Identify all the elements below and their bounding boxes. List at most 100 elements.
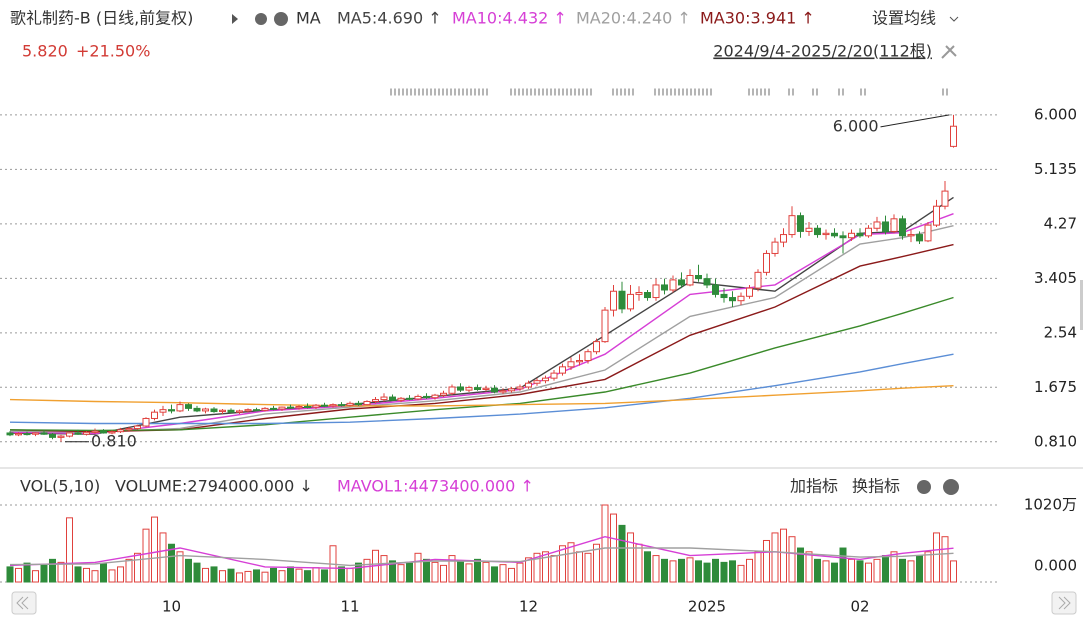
y-tick-label: 5.135	[1034, 160, 1077, 178]
volume-bar	[516, 562, 524, 583]
candle-body	[788, 215, 796, 236]
dropdown-icon[interactable]	[949, 16, 959, 22]
volume-bar	[406, 562, 413, 583]
candle-body	[839, 235, 847, 239]
candle-body	[695, 275, 702, 280]
y-tick-label: 3.405	[1034, 269, 1077, 287]
candle-body	[933, 205, 940, 226]
volume-bar	[6, 566, 14, 583]
candle-body	[627, 293, 634, 310]
volume-bar	[304, 570, 311, 583]
candle-body	[363, 400, 371, 406]
candle-body	[907, 234, 915, 237]
candle-body	[678, 279, 685, 286]
candle-body	[236, 410, 243, 413]
candle-body	[142, 417, 150, 427]
candle-body	[168, 409, 175, 412]
volume-bar	[737, 564, 745, 583]
volume-bar	[805, 551, 813, 583]
volume-bar	[652, 555, 660, 583]
switch-indicator-button[interactable]: 换指标	[852, 477, 900, 496]
settings-icon[interactable]	[917, 480, 931, 494]
candle-body	[924, 224, 932, 242]
volume-bar	[91, 570, 99, 583]
volume-label: VOLUME:2794000.000 ↓	[115, 477, 313, 496]
candle-body	[414, 395, 422, 400]
volume-bar	[661, 558, 668, 583]
close-icon[interactable]	[274, 12, 288, 26]
volume-bar	[423, 558, 430, 583]
volume-bar	[712, 558, 719, 583]
pin-icon[interactable]	[941, 45, 957, 59]
scroll-right[interactable]	[1051, 591, 1077, 615]
volume-bar	[550, 555, 558, 583]
volume-bar	[227, 568, 235, 583]
candle-body	[40, 432, 48, 435]
candle-body	[856, 232, 864, 237]
volume-bar	[559, 545, 566, 583]
volume-bar	[508, 567, 515, 583]
candle-body	[91, 430, 99, 433]
volume-bar	[440, 564, 447, 583]
volume-bar	[236, 572, 243, 583]
y-tick-label: 1.675	[1034, 378, 1077, 396]
candle-body	[686, 275, 694, 286]
volume-bar	[499, 564, 507, 583]
candle-body	[805, 227, 813, 232]
volume-bar	[601, 504, 609, 583]
candle-body	[720, 293, 728, 299]
candle-body	[397, 397, 405, 401]
y-tick-label: 0.000	[1034, 557, 1077, 575]
volume-bar	[678, 558, 685, 583]
candle-body	[474, 387, 481, 390]
close-icon[interactable]	[943, 479, 959, 495]
candle-body	[712, 284, 719, 295]
legend-entry: MA10:4.432 ↑	[452, 9, 567, 28]
settings-icon[interactable]	[255, 13, 267, 25]
expand-icon[interactable]	[232, 14, 238, 24]
y-tick-label: 4.27	[1044, 214, 1077, 232]
volume-bar	[746, 558, 753, 583]
candle-body	[601, 309, 609, 343]
y-tick-label: 2.54	[1044, 323, 1077, 341]
volume-bar	[593, 543, 600, 583]
volume-bar	[57, 561, 65, 583]
scrollbar[interactable]	[1080, 280, 1083, 330]
candle-body	[890, 218, 898, 232]
scroll-left[interactable]	[11, 591, 37, 615]
volume-bar	[363, 558, 371, 583]
volume-bar	[185, 558, 192, 583]
y-tick-label: 1020万	[1024, 496, 1077, 514]
ma-line	[9, 225, 954, 434]
x-tick-label: 12	[519, 598, 538, 616]
ma-line	[9, 535, 954, 570]
candle-body	[848, 232, 855, 239]
candle-body	[822, 232, 830, 236]
scroll-right-icon	[1058, 596, 1071, 610]
candle-body	[610, 290, 617, 311]
range-label[interactable]: 2024/9/4-2025/2/20(112根)	[713, 42, 932, 61]
candle-body	[431, 394, 439, 399]
candle-body	[15, 433, 22, 436]
legend-entry: MA20:4.240 ↑	[576, 9, 691, 28]
settings-button[interactable]: 设置均线	[872, 9, 936, 28]
candle-body	[882, 221, 889, 232]
candle-body	[6, 432, 14, 436]
volume-bar	[414, 552, 422, 583]
volume-bar	[584, 552, 592, 583]
volume-bar	[219, 570, 226, 583]
volume-bar	[618, 524, 626, 583]
candle-body	[134, 425, 141, 430]
add-indicator-button[interactable]: 加指标	[790, 477, 838, 496]
volume-bar	[576, 551, 583, 583]
price-label: 5.820	[22, 42, 68, 61]
candle-body	[457, 386, 464, 391]
annotation-label: 6.000	[833, 116, 879, 135]
volume-bar	[40, 564, 48, 583]
volume-bar	[431, 561, 439, 583]
candle-body	[176, 404, 184, 412]
volume-bar	[882, 555, 889, 583]
volume-bar	[729, 560, 736, 583]
candle-body	[219, 409, 226, 413]
volume-bar	[669, 560, 677, 583]
